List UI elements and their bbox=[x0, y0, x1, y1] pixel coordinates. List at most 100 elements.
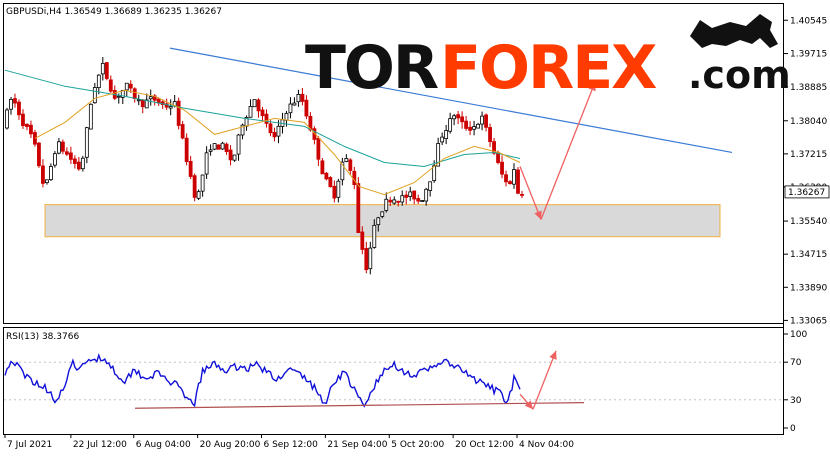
price-tick-label: 1.38885 bbox=[790, 83, 827, 93]
candle-bull bbox=[56, 141, 61, 154]
candle-bear bbox=[388, 199, 393, 203]
candle-bull bbox=[344, 158, 349, 162]
candle-bear bbox=[268, 123, 273, 134]
candle-bull bbox=[148, 96, 153, 100]
forecast-arrow-down-head bbox=[534, 210, 542, 220]
candle-bear bbox=[180, 124, 185, 139]
candle-bear bbox=[316, 137, 321, 160]
svg-text:FOREX: FOREX bbox=[440, 33, 657, 103]
candle-bear bbox=[356, 183, 361, 233]
time-tick-label: 21 Sep 04:00 bbox=[327, 440, 387, 450]
candle-bull bbox=[336, 180, 341, 198]
candle-bull bbox=[424, 188, 429, 202]
candle-bear bbox=[272, 132, 277, 138]
candle-bear bbox=[37, 142, 41, 167]
symbol-header: GBPUSDi,H4 1.36549 1.36689 1.36235 1.362… bbox=[6, 7, 222, 17]
candle-bull bbox=[88, 103, 93, 130]
candle-bear bbox=[188, 160, 193, 177]
candle-bear bbox=[504, 174, 508, 183]
time-tick-label: 7 Jul 2021 bbox=[7, 440, 52, 450]
time-tick-label: 20 Aug 20:00 bbox=[200, 440, 261, 450]
candle-bull bbox=[200, 174, 205, 192]
candle-bull bbox=[472, 126, 476, 130]
ma-fast-line bbox=[34, 89, 521, 196]
rsi-forecast-up-head bbox=[549, 350, 557, 360]
candle-bear bbox=[264, 113, 269, 124]
candle-bear bbox=[29, 124, 33, 135]
candle-bull bbox=[204, 152, 209, 175]
candle-bear bbox=[404, 194, 409, 198]
candle-bull bbox=[236, 134, 241, 155]
candle-bull bbox=[208, 149, 213, 152]
candle-bull bbox=[476, 123, 480, 129]
candle-bull bbox=[144, 99, 149, 109]
rsi-panel-frame bbox=[3, 327, 784, 435]
candle-bear bbox=[76, 161, 81, 170]
rsi-header: RSI(13) 38.3766 bbox=[6, 332, 79, 342]
candle-bear bbox=[304, 99, 309, 117]
price-tick-label: 1.39715 bbox=[790, 50, 827, 60]
rsi-chart-layer bbox=[4, 350, 783, 410]
candle-bull bbox=[45, 179, 49, 184]
candle-bear bbox=[508, 181, 512, 185]
candle-bull bbox=[392, 199, 397, 204]
candle-bull bbox=[96, 74, 101, 89]
candle-bull bbox=[444, 130, 449, 140]
candle-bear bbox=[412, 190, 417, 200]
candle-bear bbox=[41, 165, 45, 184]
candle-bear bbox=[17, 101, 21, 116]
candle-bull bbox=[80, 157, 85, 170]
rsi-tick-label: 30 bbox=[790, 396, 802, 406]
candle-bull bbox=[84, 127, 89, 158]
candle-bear bbox=[192, 175, 197, 198]
candle-bull bbox=[168, 106, 173, 109]
candle-bull bbox=[400, 195, 405, 203]
candle-bear bbox=[396, 200, 401, 203]
candle-bear bbox=[308, 115, 313, 131]
candle-bull bbox=[232, 154, 237, 161]
candle-bear bbox=[488, 127, 492, 143]
price-tick-label: 1.40545 bbox=[790, 16, 827, 26]
candle-bull bbox=[432, 165, 437, 181]
candle-bear bbox=[464, 120, 469, 129]
main-chart-layer bbox=[4, 47, 733, 275]
candle-bull bbox=[372, 224, 377, 248]
candle-bull bbox=[284, 112, 289, 121]
candle-bear bbox=[468, 126, 472, 131]
candle-bull bbox=[440, 136, 445, 143]
candle-bear bbox=[300, 93, 305, 102]
candle-bull bbox=[340, 161, 345, 181]
candle-bear bbox=[256, 99, 261, 112]
candle-bull bbox=[53, 153, 57, 166]
rsi-line bbox=[4, 353, 521, 408]
price-tick-label: 1.33065 bbox=[790, 316, 827, 326]
candle-bull bbox=[9, 98, 13, 110]
candle-bear bbox=[140, 99, 145, 108]
time-tick-label: 6 Aug 04:00 bbox=[136, 440, 191, 450]
candle-bull bbox=[252, 99, 257, 108]
candle-bear bbox=[456, 114, 461, 119]
candle-bear bbox=[128, 83, 133, 89]
axis-layer: 1.405451.397151.388851.380401.372151.363… bbox=[4, 16, 830, 450]
time-tick-label: 4 Nov 04:00 bbox=[519, 440, 574, 450]
candle-bear bbox=[416, 198, 421, 202]
rsi-tick-label: 0 bbox=[790, 424, 796, 434]
candle-bull bbox=[512, 169, 516, 185]
candle-bear bbox=[516, 169, 520, 194]
forecast-arrow-up bbox=[540, 82, 596, 220]
candle-bull bbox=[436, 143, 441, 167]
svg-text:.com: .com bbox=[688, 53, 791, 97]
forecast-arrow-down bbox=[519, 166, 542, 220]
candle-bear bbox=[108, 79, 113, 92]
candle-bear bbox=[25, 123, 29, 127]
candle-bull bbox=[376, 217, 381, 226]
support-zone bbox=[44, 204, 721, 238]
torforex-logo: TOR FOREX .com bbox=[305, 14, 791, 103]
candle-bull bbox=[384, 198, 389, 211]
candle-bear bbox=[364, 248, 369, 271]
time-tick-label: 6 Sep 12:00 bbox=[264, 440, 319, 450]
candle-bear bbox=[520, 194, 524, 196]
candle-bear bbox=[21, 113, 25, 126]
candle-bear bbox=[104, 62, 109, 79]
